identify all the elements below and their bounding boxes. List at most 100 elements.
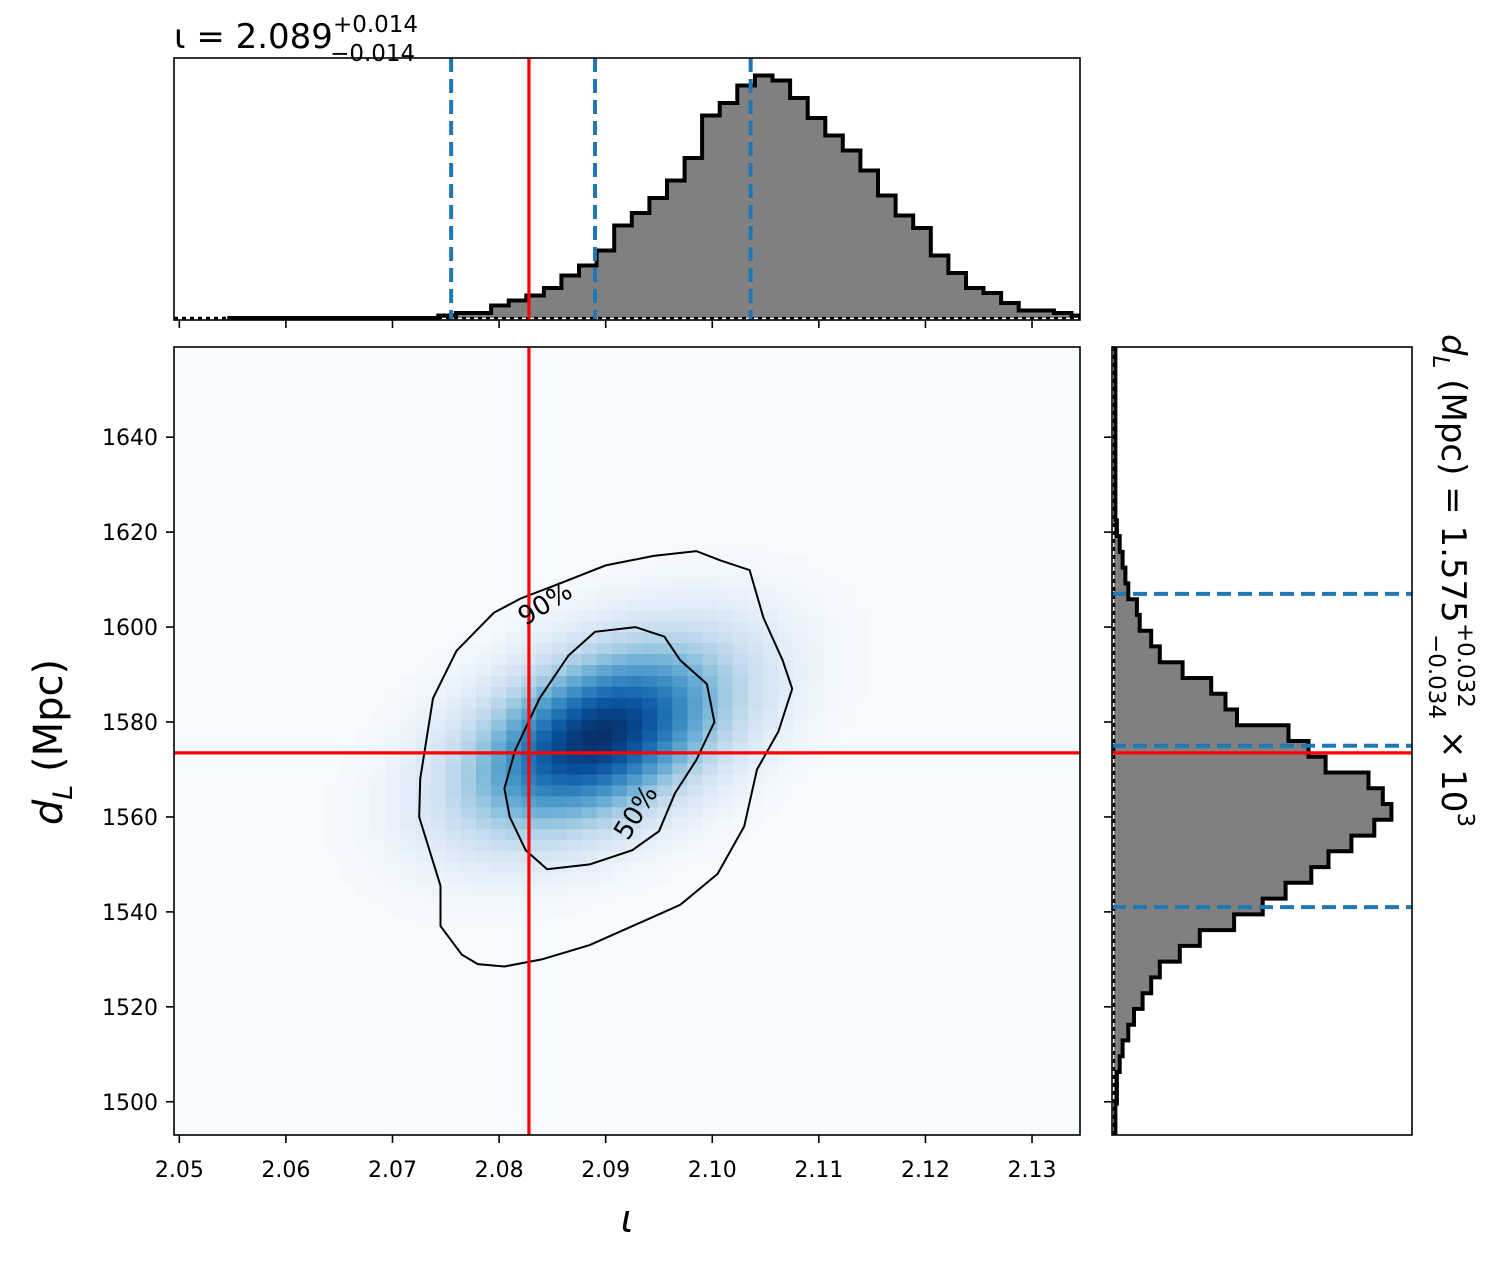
heatmap-cell [627, 817, 643, 830]
heatmap-cell [687, 806, 704, 819]
heatmap-cell [717, 576, 734, 589]
heatmap-cell [460, 850, 477, 862]
heatmap-cell [762, 762, 779, 775]
heatmap-cell [838, 719, 855, 731]
heatmap-cell [581, 609, 598, 622]
heatmap-cell [778, 576, 794, 589]
heatmap-cell [747, 598, 764, 611]
heatmap-cell [657, 828, 673, 841]
heatmap-cell [687, 664, 704, 676]
heatmap-cell [627, 861, 643, 873]
heatmap-cell [702, 631, 719, 644]
heatmap-cell [611, 686, 628, 698]
joint-panel-ticks: 2.05 2.06 2.07 2.08 2.09 2.10 2.11 2.12 2.13 1500… [102, 426, 1057, 1183]
heatmap-cell [551, 686, 568, 698]
heatmap-cell [687, 730, 704, 742]
heatmap-cell [370, 741, 386, 753]
heatmap-cell [476, 741, 492, 753]
heatmap-cell [642, 598, 658, 611]
heatmap-cell [747, 762, 764, 775]
heatmap-cell [717, 828, 734, 841]
heatmap-cell [657, 850, 673, 862]
heatmap-cell [551, 609, 568, 622]
heatmap-cell [355, 894, 371, 906]
heatmap-cell [385, 708, 402, 720]
right-histogram-area [1112, 347, 1412, 1135]
heatmap-cell [415, 894, 432, 906]
heatmap-cell [430, 708, 447, 720]
heatmap-cell [400, 883, 417, 895]
heatmap-cell [596, 894, 613, 906]
heatmap-cell [370, 697, 386, 709]
heatmap-cell [491, 784, 507, 797]
heatmap-cell [581, 576, 598, 589]
heatmap-cell [476, 675, 492, 687]
heatmap-cell [566, 751, 583, 764]
heatmap-cell [687, 784, 704, 797]
heatmap-cell [762, 708, 779, 720]
heatmap-cell [566, 631, 583, 644]
heatmap-cell [687, 850, 704, 862]
heatmap-cell [732, 653, 749, 665]
heatmap-cell [823, 675, 839, 687]
heatmap-cell [611, 719, 628, 731]
heatmap-cell [536, 795, 553, 808]
heatmap-cell [476, 719, 492, 731]
heatmap-cell [566, 653, 583, 665]
heatmap-cell [702, 828, 719, 841]
heatmap-cell [566, 861, 583, 873]
heatmap-cell [672, 861, 688, 873]
heatmap-cell [717, 631, 734, 644]
heatmap-cell [566, 664, 583, 676]
heatmap-cell [611, 817, 628, 830]
heatmap-cell [415, 828, 432, 841]
heatmap-cell [536, 773, 553, 786]
heatmap-cell [340, 872, 356, 884]
heatmap-cell [340, 839, 356, 852]
heatmap-cell [747, 653, 764, 665]
heatmap-cell [853, 675, 870, 687]
joint-panel: 2.05 2.06 2.07 2.08 2.09 2.10 2.11 2.12 2.13 1500… [26, 346, 1081, 1241]
heatmap-cell [732, 708, 749, 720]
heatmap-cell [702, 806, 719, 819]
heatmap-cell [385, 784, 402, 797]
heatmap-cell [627, 642, 643, 655]
heatmap-cell [491, 916, 507, 928]
heatmap-cell [762, 642, 779, 655]
heatmap-cell [611, 795, 628, 808]
heatmap-cell [627, 708, 643, 720]
heatmap-cell [611, 883, 628, 895]
heatmap-cell [627, 653, 643, 665]
heatmap-cell [747, 719, 764, 731]
heatmap-cell [853, 653, 870, 665]
heatmap-cell [491, 817, 507, 830]
heatmap-cell [581, 587, 598, 600]
heatmap-cell [385, 773, 402, 786]
heatmap-cell [581, 828, 598, 841]
heatmap-cell [445, 894, 462, 906]
top-panel-ticks [178, 320, 1033, 328]
heatmap-cell [460, 664, 477, 676]
heatmap-cell [385, 817, 402, 830]
heatmap-cell [491, 642, 507, 655]
heatmap-cell [853, 631, 870, 644]
heatmap-cell [687, 544, 704, 556]
heatmap-cell [778, 598, 794, 611]
heatmap-cell [506, 642, 522, 655]
heatmap-cell [642, 872, 658, 884]
heatmap-cell [762, 565, 779, 578]
heatmap-cell [793, 576, 809, 589]
heatmap-cell [717, 697, 734, 709]
y-tick-label: 1640 [102, 426, 158, 451]
heatmap-cell [611, 861, 628, 873]
heatmap-cell [778, 708, 794, 720]
heatmap-cell [747, 664, 764, 676]
heatmap-cell [581, 806, 598, 819]
heatmap-cell [808, 730, 824, 742]
heatmap-cell [325, 806, 341, 819]
heatmap-cell [747, 544, 764, 556]
heatmap-cell [415, 719, 432, 731]
heatmap-cell [566, 894, 583, 906]
heatmap-cell [808, 653, 824, 665]
heatmap-cell [506, 697, 522, 709]
